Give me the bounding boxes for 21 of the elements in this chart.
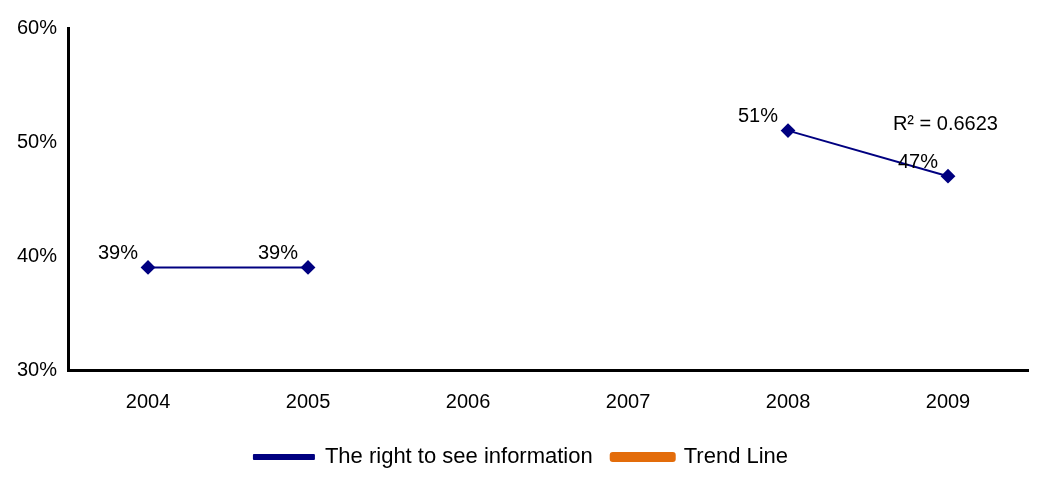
y-tick-label: 30% xyxy=(17,357,58,380)
data-label: 39% xyxy=(257,240,299,263)
x-tick-label: 2006 xyxy=(445,389,491,412)
legend-label: The right to see information xyxy=(324,443,593,469)
y-tick-label: 40% xyxy=(17,243,58,266)
x-tick-label: 2007 xyxy=(605,389,651,412)
x-tick-label: 2005 xyxy=(285,389,331,412)
legend-label: Trend Line xyxy=(683,443,789,469)
data-label: 47% xyxy=(897,149,939,172)
point xyxy=(781,123,796,138)
data-label: 51% xyxy=(737,104,779,127)
point xyxy=(301,260,316,275)
data-label: 39% xyxy=(98,240,139,263)
x-tick-label: 2008 xyxy=(765,389,811,412)
point xyxy=(941,169,955,184)
y-tick-label: 50% xyxy=(17,129,58,152)
y-tick-label: 60% xyxy=(17,15,58,38)
point xyxy=(141,260,156,275)
annotation: R² = 0.6623 xyxy=(892,112,998,135)
x-tick-label: 2004 xyxy=(125,389,171,412)
x-tick-label: 2009 xyxy=(925,389,971,412)
